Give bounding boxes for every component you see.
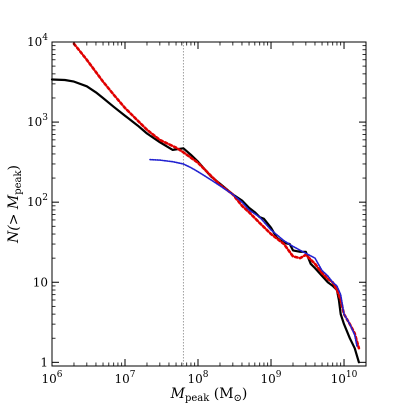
y-tick-label-exp: 3: [42, 113, 48, 123]
y-tick-label: 103: [27, 113, 48, 129]
y-tick-label: 102: [27, 193, 48, 209]
series-line-3: [149, 158, 358, 347]
x-axis-label-main: M: [170, 386, 186, 402]
x-tick-label: 107: [114, 370, 135, 386]
x-axis-label-unit-sub: ⊙: [234, 393, 242, 404]
y-tick-label: 1: [40, 355, 48, 369]
series-line-2: [72, 42, 361, 350]
x-axis-label-unit: (M: [209, 386, 233, 402]
x-tick-label-base: 10: [41, 372, 56, 386]
x-tick-label: 1010: [331, 370, 358, 386]
series-group: [50, 42, 361, 364]
x-tick-label-base: 10: [114, 372, 129, 386]
x-tick-label: 108: [188, 370, 209, 386]
x-tick-label-exp: 7: [130, 370, 136, 380]
y-tick-label: 10: [33, 275, 48, 289]
x-tick-label-exp: 10: [346, 370, 358, 380]
x-tick-label-base: 10: [188, 372, 203, 386]
x-axis-label-close: ): [242, 386, 247, 402]
x-tick-label-exp: 8: [203, 370, 209, 380]
plot-frame: [51, 41, 367, 367]
series-line-1: [50, 78, 360, 364]
x-tick-label-exp: 6: [57, 370, 63, 380]
y-axis-label: N(> Mpeak): [6, 165, 24, 244]
y-axis-label-main: N(> M: [6, 194, 22, 244]
x-tick-label-base: 10: [261, 372, 276, 386]
y-tick-label-exp: 4: [42, 33, 48, 43]
y-tick-label-base: 10: [27, 195, 42, 209]
x-axis-label-sub: peak: [185, 393, 210, 404]
y-axis-label-sub: peak: [13, 170, 24, 195]
x-axis-label: Mpeak (M⊙): [170, 386, 248, 404]
y-tick-label-exp: 2: [42, 193, 48, 203]
y-tick-label: 104: [27, 33, 48, 49]
x-tick-label-base: 10: [331, 372, 346, 386]
x-tick-label-exp: 9: [276, 370, 282, 380]
y-tick-label-base: 10: [27, 35, 42, 49]
x-tick-label: 109: [261, 370, 282, 386]
x-tick-label: 106: [41, 370, 62, 386]
y-tick-label-base: 10: [27, 115, 42, 129]
y-axis-label-close: ): [6, 165, 22, 170]
